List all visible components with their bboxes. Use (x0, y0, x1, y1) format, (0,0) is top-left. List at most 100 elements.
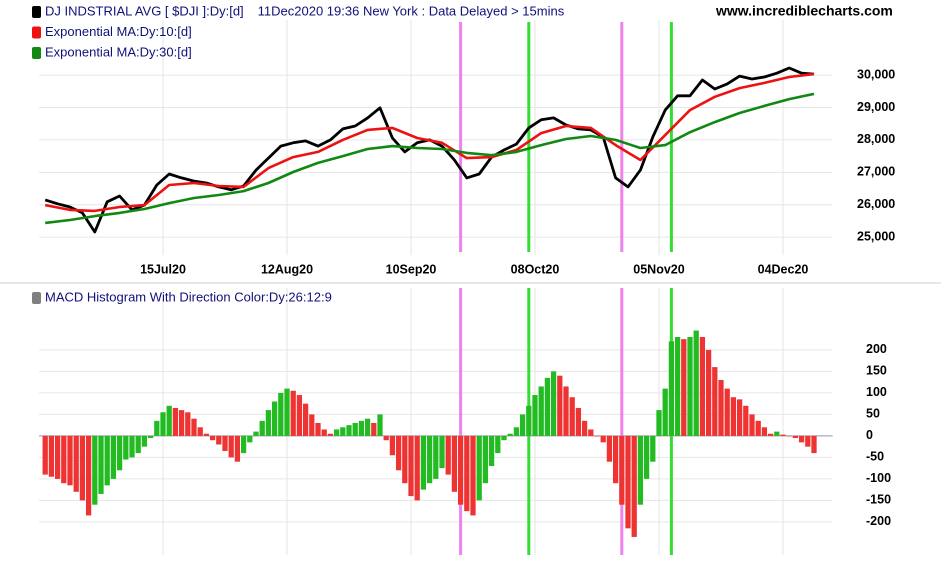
y-tick-label: -200 (866, 514, 891, 528)
histogram-bar (259, 420, 265, 436)
histogram-bar (470, 435, 476, 516)
histogram-bar (408, 435, 414, 497)
histogram-bar (154, 420, 160, 436)
histogram-bar (197, 427, 203, 436)
histogram-bar (594, 435, 600, 437)
y-tick-label: 27,000 (857, 165, 895, 179)
histogram-bar (476, 435, 482, 501)
histogram-bar (265, 410, 272, 436)
histogram-bar (48, 435, 55, 477)
histogram-bar (532, 395, 538, 436)
price-line (44, 72, 815, 213)
histogram-bar (290, 390, 296, 436)
histogram-bar (178, 410, 185, 436)
histogram-bar (519, 414, 526, 436)
histogram-bar (625, 435, 631, 529)
histogram-bar (253, 431, 259, 436)
histogram-bar (92, 435, 98, 505)
histogram-bar (538, 386, 544, 436)
histogram-bar (160, 412, 166, 436)
histogram-bar (420, 435, 427, 490)
histogram-bar (166, 405, 172, 436)
histogram-bar (730, 397, 737, 436)
histogram-bar (85, 435, 92, 516)
histogram-bar (526, 405, 532, 436)
legend-label: Exponential MA:Dy:10:[d] (45, 24, 192, 39)
histogram-bar (129, 435, 135, 458)
histogram-bar (383, 435, 389, 441)
histogram-bar (240, 435, 247, 454)
histogram-bar (135, 435, 141, 454)
panel-title: MACD Histogram With Direction Color:Dy:2… (45, 289, 332, 304)
histogram-bar (687, 337, 693, 436)
x-tick-label: 12Aug20 (261, 262, 313, 276)
y-tick-label: 150 (866, 364, 887, 378)
histogram-bar (563, 386, 569, 436)
histogram-bar (222, 435, 228, 451)
source: www.incrediblecharts.com (715, 3, 893, 19)
histogram-bar (569, 397, 575, 436)
subtitle: 11Dec2020 19:36 New York : Data Delayed … (258, 3, 565, 18)
price-line (45, 92, 815, 225)
histogram-bar (743, 405, 749, 436)
legend-swatch (32, 26, 41, 39)
histogram-bar (395, 435, 402, 471)
histogram-bar (575, 407, 582, 436)
histogram-bar (61, 435, 67, 484)
histogram-bar (209, 435, 216, 441)
histogram-bar (123, 435, 129, 460)
histogram-bar (774, 431, 780, 436)
histogram-bar (792, 435, 799, 439)
y-tick-label: 50 (866, 407, 880, 421)
histogram-bar (389, 435, 396, 456)
y-tick-label: 26,000 (857, 197, 895, 211)
histogram-bar (544, 377, 551, 436)
histogram-bar (98, 435, 104, 494)
histogram-bar (786, 435, 792, 437)
y-tick-label: 28,000 (857, 132, 895, 146)
histogram-bar (216, 435, 222, 445)
histogram-bar (749, 414, 755, 436)
histogram-bar (42, 435, 48, 475)
histogram-bar (606, 435, 613, 462)
legend-swatch (32, 6, 41, 18)
histogram-bar (581, 420, 588, 436)
histogram-bar (600, 435, 606, 443)
histogram-bar (433, 435, 439, 479)
y-tick-label: 25,000 (857, 229, 895, 243)
histogram-bar (451, 435, 458, 492)
histogram-bar (501, 435, 507, 441)
x-tick-label: 10Sep20 (386, 262, 437, 276)
histogram-bar (482, 435, 489, 484)
histogram-bar (488, 435, 495, 466)
histogram-bar (798, 435, 805, 443)
histogram-bar (377, 414, 383, 436)
histogram-bar (284, 388, 290, 436)
histogram-bar (104, 435, 110, 486)
histogram-bar (557, 375, 563, 436)
histogram-bar (327, 433, 334, 436)
y-tick-label: 0 (866, 428, 873, 442)
histogram-bar (364, 418, 371, 436)
histogram-bar (643, 435, 650, 479)
histogram-bar (340, 427, 346, 436)
histogram-bar (464, 435, 470, 512)
histogram-bar (507, 433, 513, 436)
histogram-bar (247, 435, 253, 443)
histogram-bar (736, 399, 743, 436)
histogram-bar (619, 435, 625, 505)
histogram-bar (767, 433, 774, 436)
histogram-bar (550, 371, 557, 436)
histogram-bar (414, 435, 420, 501)
histogram-bar (54, 435, 61, 479)
histogram-bar (712, 367, 718, 436)
x-tick-label: 05Nov20 (633, 262, 684, 276)
y-tick-label: -100 (866, 471, 891, 485)
histogram-bar (445, 435, 451, 475)
histogram-bar (67, 435, 73, 486)
histogram-bar (805, 435, 811, 447)
histogram-bar (203, 433, 210, 436)
histogram-bar (358, 420, 365, 436)
histogram-bar (191, 418, 197, 436)
histogram-bar (705, 349, 712, 436)
